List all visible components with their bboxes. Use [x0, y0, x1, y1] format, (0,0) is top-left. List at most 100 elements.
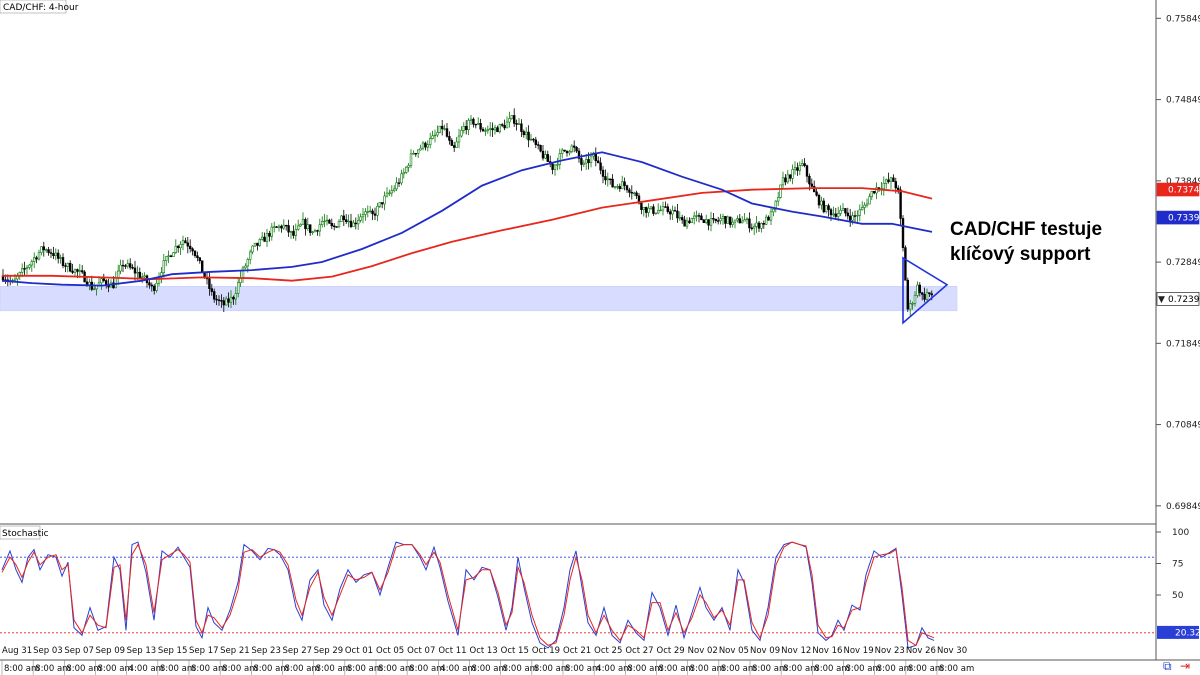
candle-bull: [54, 252, 58, 256]
candle-bear: [608, 178, 612, 180]
candle-bull: [781, 177, 785, 186]
date-label: Nov 05: [719, 646, 749, 656]
candle-bull: [656, 210, 660, 214]
candle-bull: [237, 282, 240, 294]
candle-bear: [349, 220, 353, 227]
time-label: 8:00 am: [160, 664, 195, 674]
candle-bull: [544, 154, 547, 159]
candle-bear: [697, 215, 701, 217]
candle-bear: [757, 222, 761, 229]
candle-bear: [500, 124, 504, 126]
time-label: 8:00 am: [472, 664, 507, 674]
candle-bull: [258, 239, 261, 246]
candle-bear: [762, 223, 766, 225]
candle-bull: [678, 217, 682, 219]
date-label: Nov 12: [781, 646, 811, 656]
candle-bear: [81, 270, 84, 273]
candle-bull: [798, 164, 802, 171]
candle-bear: [673, 210, 677, 212]
scroll-to-end-icon[interactable]: ⇥: [1180, 659, 1191, 673]
candle-bear: [599, 162, 602, 171]
candle-bull: [908, 303, 912, 310]
candle-bear: [479, 123, 482, 130]
candle-bear: [217, 299, 221, 302]
candle-bull: [400, 173, 403, 184]
time-label: 8:00 am: [814, 664, 849, 674]
date-label: Oct 25: [594, 646, 622, 656]
date-label: Sep 13: [127, 646, 157, 656]
candle-bear: [906, 279, 910, 310]
price-tick-label: 0.75849: [1166, 14, 1200, 24]
candle-bull: [433, 134, 437, 137]
time-label: 8:00 am: [4, 664, 39, 674]
candle-bull: [416, 149, 420, 154]
sync-icon[interactable]: ⧉: [1163, 659, 1172, 673]
candle-bull: [277, 225, 281, 228]
time-label: 8:00 am: [659, 664, 694, 674]
moving-average-blue: [1, 151, 933, 287]
price-badges-layer: 0.73742 0.73397 0.72397▼: [1156, 182, 1200, 306]
candle-bear: [923, 293, 926, 300]
candle-bear: [335, 226, 338, 228]
candle-bull: [299, 224, 302, 227]
candle-bull: [294, 229, 297, 236]
candle-bull: [95, 285, 98, 290]
annotation-line-2: klíčový support: [950, 244, 1091, 265]
candle-bull: [556, 164, 559, 166]
candle-bear: [256, 242, 259, 246]
candle-bear: [491, 128, 494, 131]
candle-bull: [143, 275, 146, 278]
date-label: Nov 16: [812, 646, 842, 656]
triangle-pattern: [902, 256, 949, 325]
candle-bear: [846, 212, 850, 217]
date-label: Oct 13: [470, 646, 498, 656]
candle-bear: [894, 181, 898, 189]
time-label: 8:00 am: [378, 664, 413, 674]
candle-bull: [93, 288, 96, 290]
time-label: 8:00 am: [877, 664, 912, 674]
candle-bull: [736, 218, 739, 221]
date-label: Nov 23: [875, 646, 905, 656]
date-label: Sep 03: [33, 646, 63, 656]
candle-bull: [841, 208, 845, 211]
candle-bear: [829, 209, 833, 216]
candle-bull: [66, 262, 70, 267]
candle-bear: [712, 218, 715, 220]
date-label: Oct 05: [376, 646, 404, 656]
candle-bear: [76, 269, 79, 272]
chart-title-box: [0, 0, 67, 14]
candle-bull: [791, 169, 794, 179]
candle-bull: [884, 179, 888, 184]
candle-bull: [875, 187, 878, 194]
candle-bear: [817, 194, 821, 206]
date-label: Sep 27: [283, 646, 313, 656]
candle-bear: [668, 211, 672, 215]
candle-bear: [220, 300, 223, 302]
candle-bull: [431, 135, 434, 139]
candle-bull: [779, 184, 782, 198]
candle-bull: [282, 224, 285, 229]
price-tick-label: 0.72849: [1166, 258, 1200, 268]
date-label: Nov 02: [688, 646, 718, 656]
stochastic-current-label: 20.32: [1175, 628, 1200, 638]
candle-bear: [105, 280, 108, 285]
candle-bull: [409, 153, 413, 166]
stochastic-current-box: [1157, 625, 1199, 639]
candle-bear: [503, 124, 506, 129]
candle-bull: [28, 264, 31, 268]
candle-bull: [882, 183, 886, 189]
candle-bear: [227, 298, 230, 303]
candle-bear: [522, 131, 526, 135]
candle-bear: [520, 123, 523, 132]
candle-bull: [764, 216, 768, 225]
candle-bull: [356, 220, 360, 225]
candle-bull: [340, 215, 343, 222]
candle-bear: [148, 282, 151, 286]
candle-bull: [117, 270, 120, 279]
candle-bull: [421, 142, 425, 149]
time-label: 8:00 am: [409, 664, 444, 674]
candle-bear: [575, 147, 578, 152]
candle-bull: [671, 210, 674, 215]
